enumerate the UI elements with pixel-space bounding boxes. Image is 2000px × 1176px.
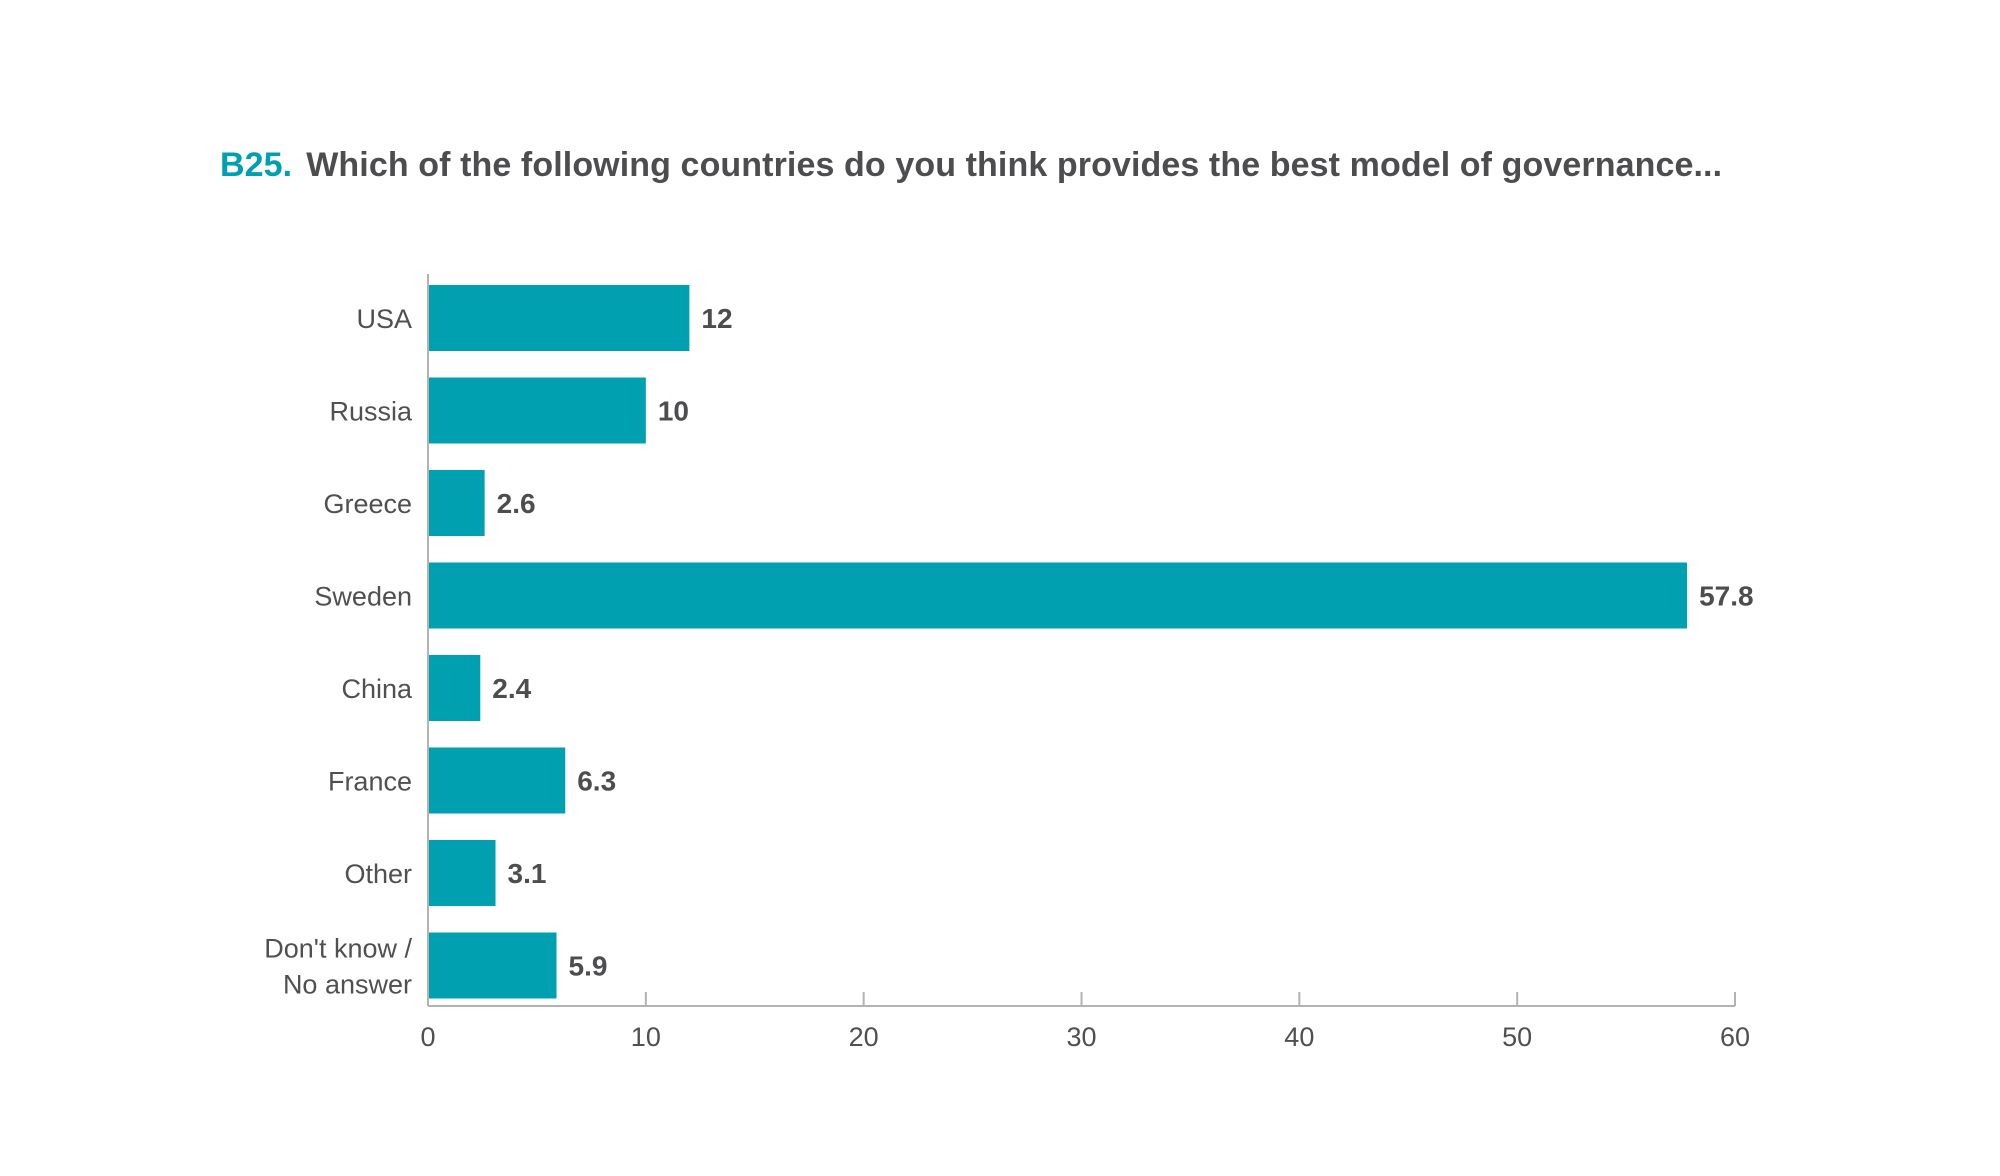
x-axis: 0 10 20 30 40 50 60 — [420, 274, 1750, 1052]
value-labels-group: 12 10 2.6 57.8 2.4 6.3 3.1 5.9 — [492, 303, 1753, 982]
category-label: France — [328, 767, 412, 797]
bar — [428, 470, 485, 536]
category-label: Greece — [323, 489, 412, 519]
bar — [428, 562, 1688, 629]
bar — [428, 285, 690, 351]
chart-title: B25. Which of the following countries do … — [220, 146, 1722, 185]
question-text: Which of the following countries do you … — [306, 146, 1723, 184]
value-label: 3.1 — [508, 858, 547, 889]
category-label-line: Sweden — [314, 582, 412, 612]
category-label: USA — [356, 304, 412, 334]
value-label: 5.9 — [569, 951, 608, 982]
value-label: 10 — [658, 396, 689, 427]
value-label: 57.8 — [1699, 581, 1754, 612]
x-tick-label: 10 — [631, 1022, 661, 1052]
category-label: Russia — [329, 397, 413, 427]
bar — [428, 377, 646, 444]
category-label-line: Greece — [323, 489, 412, 519]
x-tick-label: 50 — [1502, 1022, 1532, 1052]
x-tick-label: 20 — [849, 1022, 879, 1052]
x-tick-label: 40 — [1284, 1022, 1314, 1052]
x-tick-label: 0 — [420, 1022, 435, 1052]
bar — [428, 932, 557, 999]
bar — [428, 655, 481, 721]
bar — [428, 747, 566, 814]
category-label: Sweden — [314, 582, 412, 612]
x-tick-label: 30 — [1066, 1022, 1096, 1052]
question-code: B25. — [220, 146, 293, 184]
category-label-line: France — [328, 767, 412, 797]
category-label: Other — [344, 859, 412, 889]
x-tick-label: 60 — [1720, 1022, 1750, 1052]
category-label-line: No answer — [283, 970, 412, 1000]
bars-group — [428, 285, 1688, 999]
category-label-line: Russia — [329, 397, 413, 427]
category-label: China — [341, 674, 413, 704]
category-label: Don't know / No answer — [264, 934, 412, 1000]
value-label: 6.3 — [577, 766, 616, 797]
category-label-line: Other — [344, 859, 412, 889]
value-label: 2.4 — [492, 673, 531, 704]
category-label-line: Don't know / — [264, 934, 412, 964]
category-label-line: USA — [356, 304, 412, 334]
bar — [428, 840, 496, 906]
category-labels-group: USA Russia Greece Sweden China France Other Don… — [264, 304, 413, 1000]
category-label-line: China — [341, 674, 413, 704]
value-label: 2.6 — [497, 488, 536, 519]
value-label: 12 — [701, 303, 732, 334]
